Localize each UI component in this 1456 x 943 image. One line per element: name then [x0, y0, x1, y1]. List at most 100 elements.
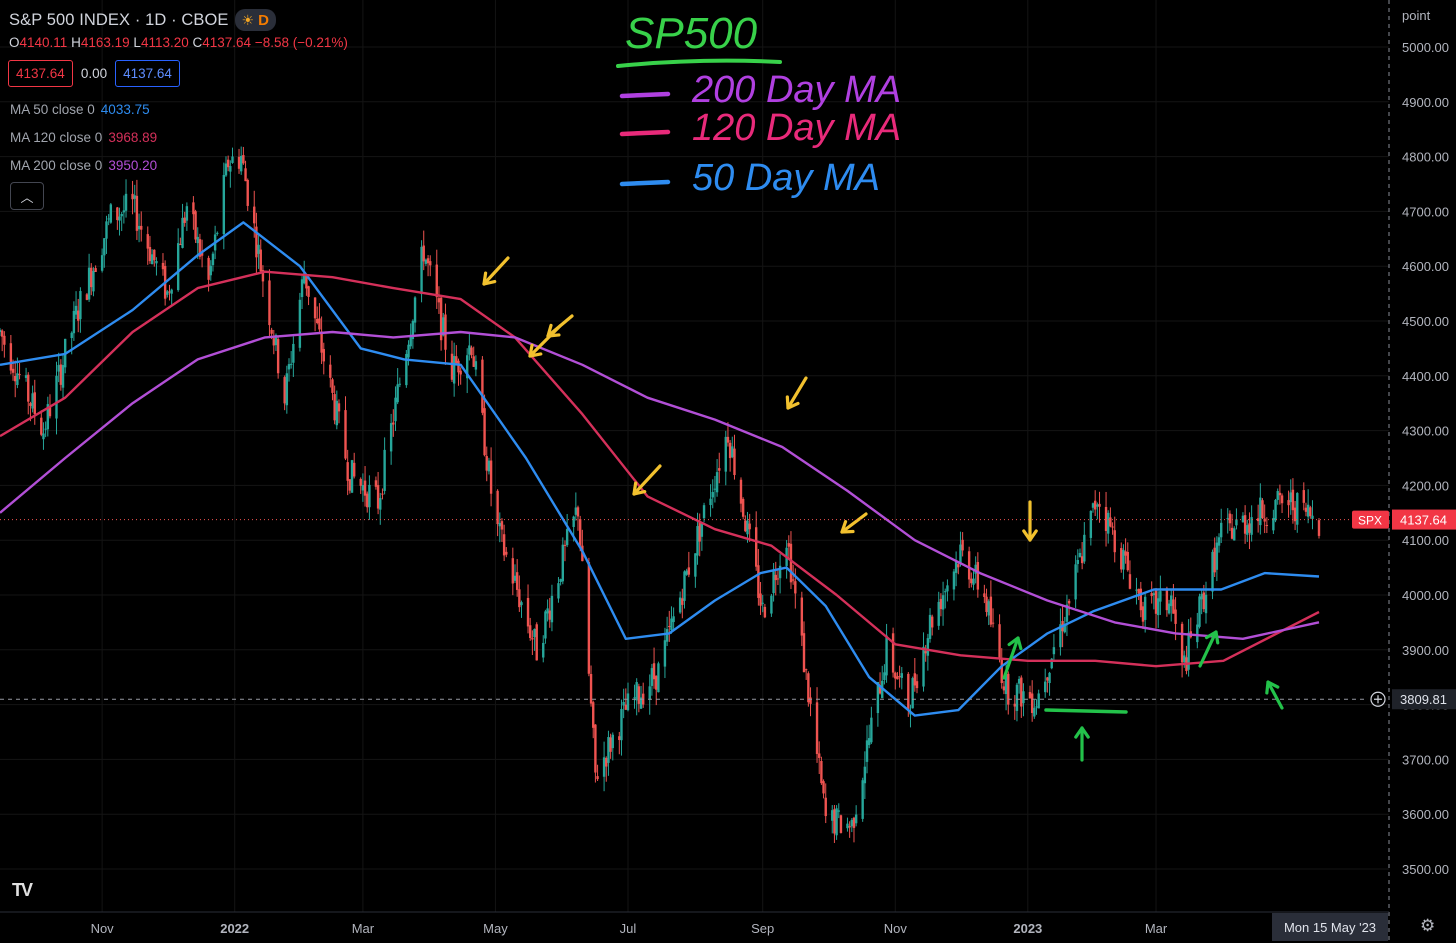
candle-body: [802, 633, 806, 673]
candle-body: [592, 702, 595, 728]
candle-body: [724, 436, 727, 472]
candle-body: [155, 261, 158, 264]
candle-body: [170, 289, 173, 294]
candle-body: [1280, 495, 1284, 504]
candle-body: [715, 472, 719, 493]
candle-body: [87, 267, 91, 300]
candle-body: [413, 297, 417, 323]
candle-body: [1111, 526, 1114, 528]
candle-body: [744, 520, 747, 532]
candle-body: [1048, 672, 1051, 684]
candle-body: [1007, 673, 1010, 705]
candle-body: [931, 616, 934, 628]
candle-body: [1180, 623, 1184, 663]
candle-body: [670, 618, 673, 631]
candle-body: [133, 195, 136, 199]
candle-body: [754, 527, 758, 567]
buy-button[interactable]: 4137.64: [115, 60, 180, 87]
candle-body: [587, 561, 591, 674]
candle-body: [363, 480, 367, 496]
indicator-ma200[interactable]: MA 200 close 0 3950.20: [10, 158, 158, 173]
candle-body: [648, 686, 651, 700]
candle-body: [915, 681, 919, 689]
candle-body: [424, 259, 428, 264]
candle-body: [911, 678, 914, 709]
tradingview-logo[interactable]: TV: [12, 880, 33, 900]
support-arrow: [1007, 636, 1023, 651]
candle-body: [1113, 530, 1116, 553]
candle-body: [1052, 647, 1056, 655]
candle-body: [1291, 489, 1295, 511]
candle-body: [1213, 547, 1216, 573]
candle-body: [657, 663, 660, 693]
candle-body: [515, 572, 519, 590]
candle-body: [694, 553, 697, 577]
gear-icon[interactable]: ⚙: [1420, 916, 1436, 935]
candle-body: [531, 638, 534, 640]
y-tick-label: 5000.00: [1402, 40, 1449, 55]
candle-body: [529, 625, 532, 638]
candle-body: [542, 642, 545, 658]
legend-swatch: [619, 91, 671, 99]
last-price-label: 4137.64: [1400, 513, 1447, 528]
candle-body: [283, 377, 286, 404]
candle-body: [79, 291, 82, 320]
indicator-ma50[interactable]: MA 50 close 0 4033.75: [10, 102, 150, 117]
candle-body: [822, 781, 825, 794]
candle-body: [337, 403, 341, 412]
candle-body: [426, 258, 430, 264]
candle-body: [1256, 518, 1260, 522]
ohlc-values: O4140.11 H4163.19 L4113.20 C4137.64 −8.5…: [9, 35, 348, 50]
annotation-title-underline: [616, 58, 782, 68]
y-tick-label: 4500.00: [1402, 314, 1449, 329]
symbol-title[interactable]: S&P 500 INDEX · 1D · CBOE: [9, 10, 229, 29]
candle-body: [209, 265, 212, 276]
candle-body: [272, 338, 275, 346]
candles: [0, 146, 1321, 843]
candle-body: [242, 155, 245, 164]
candle-body: [274, 334, 278, 346]
candle-body: [1289, 492, 1292, 503]
candle-body: [876, 681, 880, 714]
candle-body: [778, 565, 782, 579]
candle-body: [116, 207, 119, 221]
y-tick-label: 3700.00: [1402, 752, 1449, 767]
candle-body: [485, 456, 488, 471]
candle-body: [926, 638, 930, 656]
sell-button[interactable]: 4137.64: [8, 60, 73, 87]
collapse-indicators-button[interactable]: ︿: [10, 182, 44, 210]
trade-buttons: 4137.64 0.00 4137.64: [8, 60, 180, 87]
y-tick-label: 4100.00: [1402, 533, 1449, 548]
candle-body: [333, 394, 336, 421]
candle-body: [1104, 506, 1108, 532]
candle-body: [559, 579, 562, 582]
candle-body: [1196, 624, 1199, 643]
market-status-badge[interactable]: ☀ D: [234, 9, 276, 31]
candle-body: [450, 353, 454, 380]
candle-body: [148, 247, 152, 262]
candle-body: [1274, 499, 1277, 521]
candle-body: [924, 651, 927, 654]
indicator-ma120[interactable]: MA 120 close 0 3968.89: [10, 130, 158, 145]
candle-body: [833, 809, 836, 834]
candle-body: [687, 567, 691, 575]
candle-body: [192, 202, 195, 215]
resistance-arrow: [482, 256, 510, 286]
y-tick-label: 4600.00: [1402, 259, 1449, 274]
candle-body: [31, 393, 34, 409]
legend-entry: 50 Day MA: [692, 157, 880, 199]
candle-body: [824, 797, 827, 817]
candle-body: [1259, 497, 1262, 526]
legend-swatch: [619, 129, 671, 137]
candle-body: [1089, 510, 1093, 538]
candle-body: [439, 297, 443, 341]
candle-body: [702, 505, 706, 519]
x-tick-label: Nov: [884, 921, 908, 936]
candle-body: [1044, 681, 1047, 693]
candle-body: [626, 693, 630, 711]
candle-body: [105, 221, 108, 239]
candle-body: [952, 571, 956, 590]
candle-body: [891, 633, 895, 673]
